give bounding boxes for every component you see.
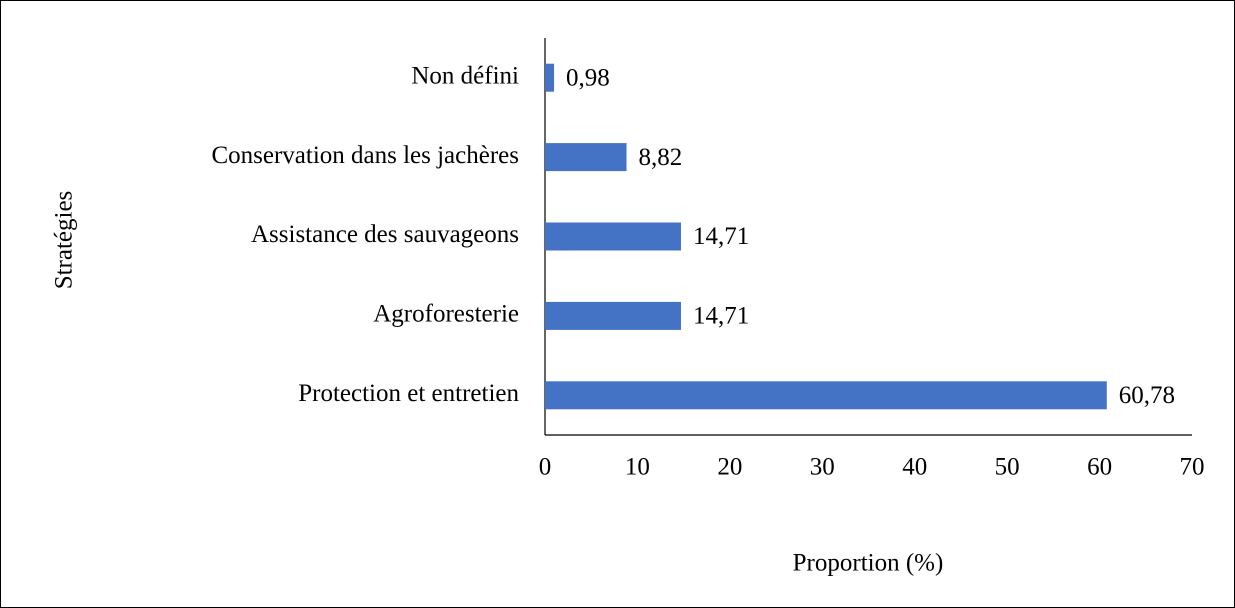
y-tick-label: Non défini — [411, 62, 519, 89]
x-tick-label: 40 — [902, 454, 927, 481]
bar — [545, 63, 555, 92]
bar — [545, 301, 681, 330]
x-tick-label: 30 — [810, 454, 835, 481]
bar — [545, 381, 1107, 410]
bar — [545, 222, 681, 251]
x-tick-label: 60 — [1087, 454, 1112, 481]
value-label: 0,98 — [566, 64, 610, 91]
y-axis-label: Stratégies — [51, 191, 78, 290]
value-label: 14,71 — [693, 223, 749, 250]
x-axis-label: Proportion (%) — [793, 550, 944, 577]
y-tick-label: Agroforesterie — [373, 301, 519, 328]
value-label: 14,71 — [693, 303, 749, 330]
x-tick-label: 10 — [625, 454, 650, 481]
y-tick-label: Conservation dans les jachères — [211, 142, 519, 169]
x-tick-label: 0 — [539, 454, 552, 481]
y-tick-label: Protection et entretien — [298, 380, 519, 407]
value-label: 60,78 — [1119, 382, 1175, 409]
value-label: 8,82 — [639, 144, 683, 171]
bar — [545, 143, 627, 172]
x-tick-label: 20 — [717, 454, 742, 481]
y-tick-label: Assistance des sauvageons — [251, 221, 519, 248]
x-tick-label: 70 — [1180, 454, 1205, 481]
x-tick-label: 50 — [995, 454, 1020, 481]
